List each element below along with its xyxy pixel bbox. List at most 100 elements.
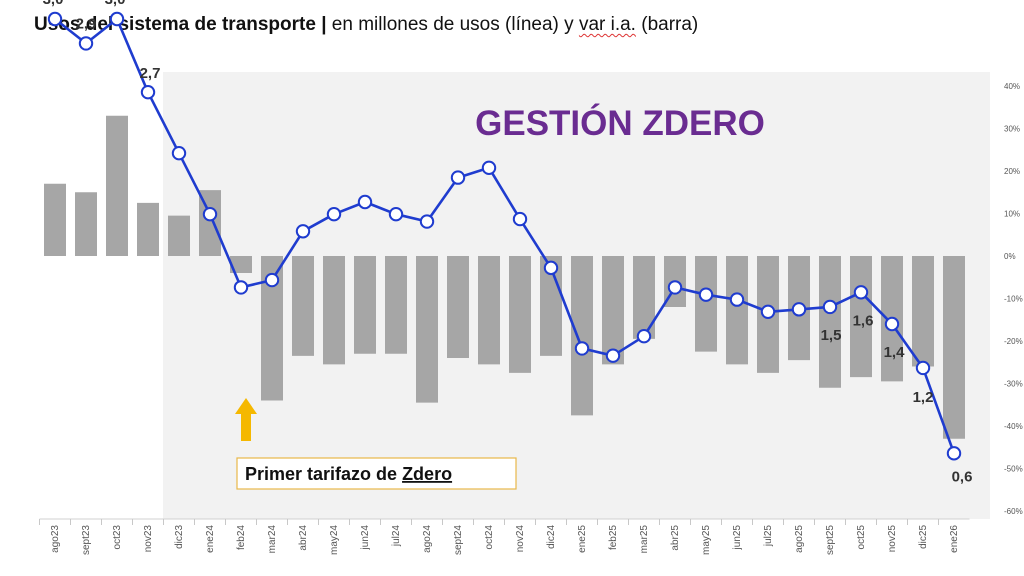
- bar-may25: [695, 256, 717, 352]
- x-label-ene24: ene24: [205, 525, 216, 553]
- x-label-jul24: jul24: [391, 525, 402, 548]
- x-label-nov25: nov25: [887, 525, 898, 553]
- point-oct25: [853, 285, 869, 300]
- right-tick-label: 0%: [1004, 252, 1016, 261]
- point-may25: [698, 287, 714, 302]
- bar-may24: [323, 256, 345, 365]
- point-mar24: [264, 272, 280, 288]
- right-tick-label: -60%: [1004, 507, 1023, 516]
- point-sept25: [822, 299, 838, 315]
- point-nov25: [884, 316, 900, 332]
- point-may24: [326, 207, 342, 222]
- x-label-dic24: dic24: [546, 525, 557, 549]
- x-label-oct24: oct24: [484, 525, 495, 550]
- x-label-ago24: ago24: [422, 525, 433, 553]
- point-oct23: [109, 11, 125, 27]
- bar-nov23: [137, 202, 159, 256]
- bar-sept24: [447, 256, 469, 358]
- right-tick-label: 20%: [1004, 167, 1020, 176]
- point-feb24: [233, 280, 249, 295]
- right-tick-label: -50%: [1004, 465, 1023, 474]
- point-abr24: [295, 224, 311, 239]
- data-label-oct23: 3,0: [105, 0, 126, 8]
- x-label-may24: may24: [329, 525, 340, 555]
- data-label-nov25: 1,4: [884, 344, 906, 361]
- bar-oct25: [850, 256, 872, 378]
- point-ene24: [202, 207, 218, 222]
- x-label-may25: may25: [701, 525, 712, 555]
- bar-ago23: [44, 183, 66, 256]
- chart-title: Usos del sistema de transporte | en mill…: [34, 14, 698, 36]
- x-label-jun24: jun24: [360, 525, 371, 551]
- bar-sept25: [819, 256, 841, 388]
- x-label-sept25: sept25: [825, 525, 836, 555]
- x-label-nov23: nov23: [143, 525, 154, 553]
- bar-dic25: [912, 256, 934, 367]
- point-dic23: [171, 146, 187, 161]
- bar-feb25: [602, 256, 624, 365]
- bar-jul24: [385, 256, 407, 354]
- banner-gestion-zdero: GESTIÓN ZDERO: [475, 103, 765, 143]
- x-label-sept23: sept23: [81, 525, 92, 555]
- bar-nov24: [509, 256, 531, 373]
- bar-mar25: [633, 256, 655, 339]
- point-dic24: [543, 260, 559, 276]
- right-tick-label: -10%: [1004, 295, 1023, 304]
- annotation-box: [236, 457, 517, 490]
- x-label-dic23: dic23: [174, 525, 185, 549]
- point-mar25: [636, 329, 652, 344]
- point-sept23: [78, 36, 94, 51]
- x-label-abr24: abr24: [298, 525, 309, 551]
- point-ago25: [791, 302, 807, 317]
- point-jul25: [760, 304, 776, 319]
- x-label-ago25: ago25: [794, 525, 805, 553]
- x-label-sept24: sept24: [453, 525, 464, 555]
- bar-abr24: [292, 256, 314, 356]
- point-dic25: [915, 360, 931, 376]
- bar-mar24: [261, 256, 283, 401]
- right-axis: 40% 30% 20% 10% 0% -10% -20% -30% -40% -50% -60%: [1004, 82, 1023, 516]
- bar-ene24: [199, 190, 221, 256]
- x-label-mar24: mar24: [267, 525, 278, 554]
- data-label-sept23: 2,9: [76, 15, 97, 32]
- x-label-ene25: ene25: [577, 525, 588, 553]
- data-label-oct25: 1,6: [853, 312, 874, 329]
- x-label-dic25: dic25: [918, 525, 929, 549]
- bar-ene25: [571, 256, 593, 416]
- x-label-nov24: nov24: [515, 525, 526, 553]
- point-labels: 3,0 2,9 3,0 2,7 1,5 1,6 1,4 1,2 0,6: [43, 0, 973, 485]
- point-jun24: [357, 194, 373, 210]
- point-nov23: [140, 85, 156, 100]
- point-oct24: [481, 160, 497, 176]
- x-label-oct23: oct23: [112, 525, 123, 550]
- x-label-feb24: feb24: [236, 525, 247, 550]
- bar-jun25: [726, 256, 748, 365]
- point-ago23: [47, 11, 63, 27]
- x-label-feb25: feb25: [608, 525, 619, 550]
- x-label-ene26: ene26: [949, 525, 960, 553]
- point-jun25: [729, 292, 745, 307]
- data-label-ago23: 3,0: [43, 0, 64, 8]
- x-label-abr25: abr25: [670, 525, 681, 551]
- right-tick-label: -30%: [1004, 380, 1023, 389]
- title-post: (barra): [635, 14, 699, 35]
- data-label-dic25: 1,2: [913, 389, 934, 406]
- point-ago24: [419, 214, 435, 229]
- bar-sept23: [75, 192, 97, 256]
- bar-jun24: [354, 256, 376, 354]
- data-label-ene26: 0,6: [952, 468, 973, 485]
- arrow-icon: [235, 398, 257, 441]
- point-ene26: [946, 446, 962, 461]
- x-label-mar25: mar25: [639, 525, 650, 554]
- x-label-oct25: oct25: [856, 525, 867, 550]
- right-tick-label: 10%: [1004, 210, 1020, 219]
- annotation-text-pre: Primer tarifazo de: [245, 464, 402, 484]
- point-jul24: [388, 207, 404, 222]
- right-tick-label: -40%: [1004, 422, 1023, 431]
- annotation-text: Primer tarifazo de Zdero: [245, 464, 452, 484]
- title-bold: Usos del sistema de transporte |: [34, 14, 327, 35]
- point-feb25: [605, 348, 621, 363]
- annotation-text-underlined: Zdero: [402, 464, 452, 484]
